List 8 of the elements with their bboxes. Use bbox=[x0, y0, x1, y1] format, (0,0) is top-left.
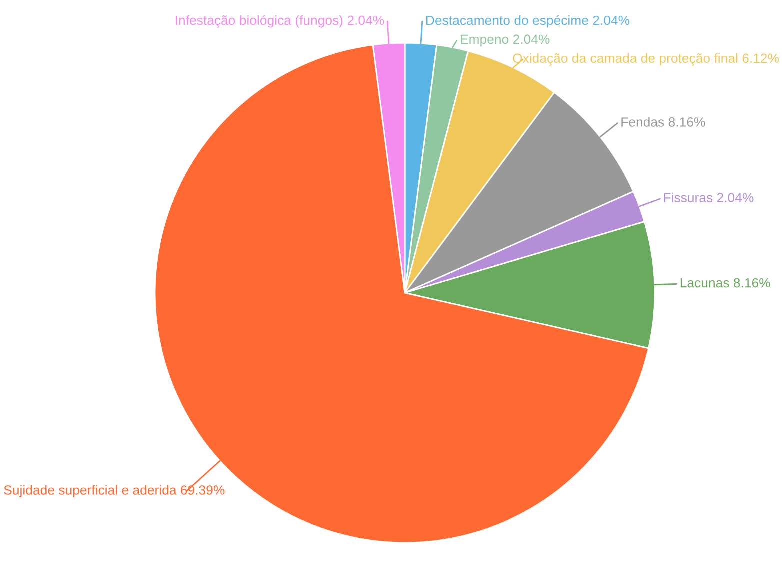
slice-label: Lacunas 8.16% bbox=[680, 278, 770, 288]
slice-label: Fendas 8.16% bbox=[622, 117, 706, 127]
slice-label: Fissuras 2.04% bbox=[664, 192, 754, 203]
slice-label: Infestação biológica (fungos) 2.04% bbox=[176, 15, 384, 28]
slice-label: Destacamento do espécime 2.04% bbox=[426, 15, 630, 28]
slice-label: Empeno 2.04% bbox=[461, 34, 550, 47]
slice-label: Sujidade superficial e aderida 69.39% bbox=[4, 485, 225, 498]
slice-label: Oxidação da camada de proteção final 6.12% bbox=[513, 53, 780, 66]
